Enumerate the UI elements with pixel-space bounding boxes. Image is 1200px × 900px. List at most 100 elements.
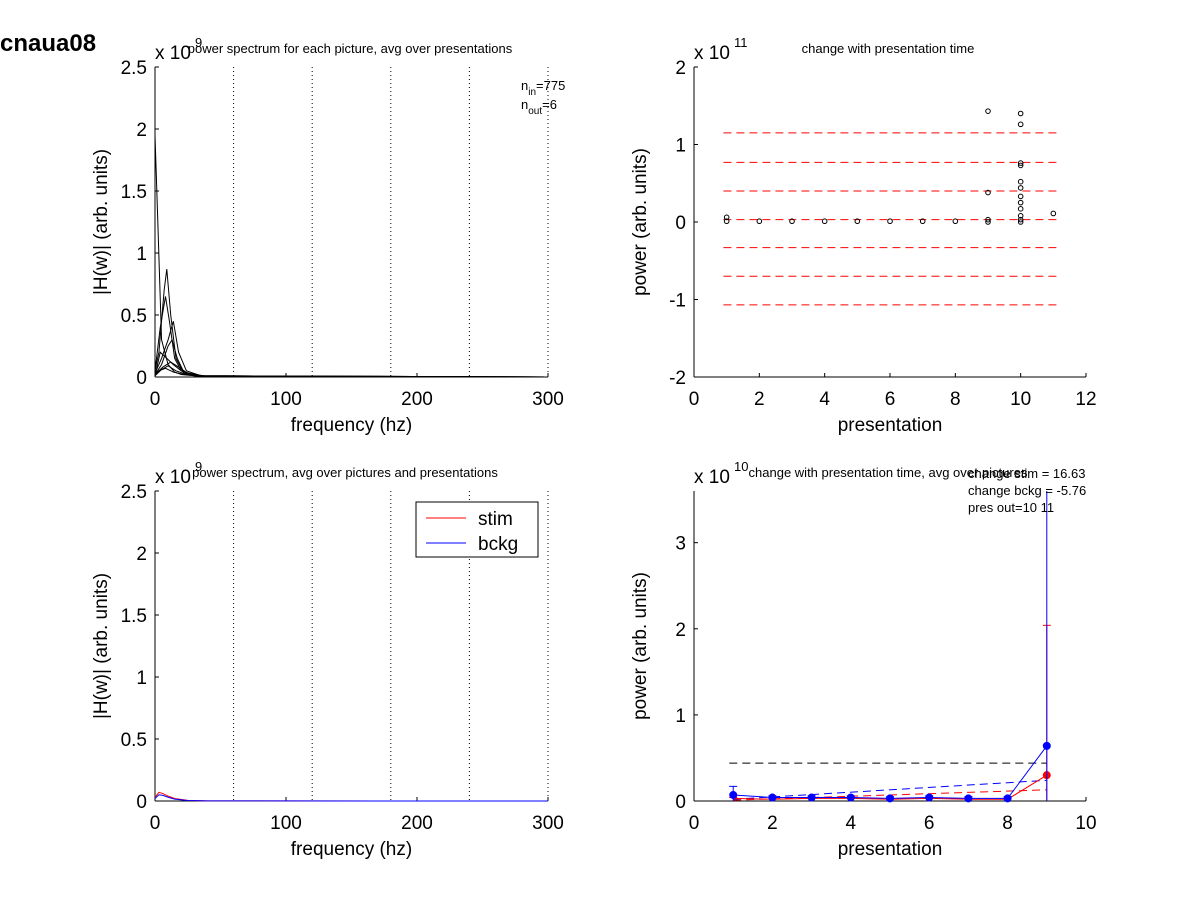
p2-xtick-label: 6 [885, 389, 896, 410]
p1-xtick-label: 200 [401, 389, 433, 410]
p4-series-marker [964, 794, 973, 803]
p2-xtick-label: 10 [1010, 389, 1031, 410]
p2-point [1017, 206, 1024, 212]
p2-xtick-label: 8 [950, 389, 961, 410]
p3-x-label: frequency (hz) [291, 839, 412, 860]
p4-series-marker [729, 790, 738, 799]
p3-xtick-label: 0 [150, 813, 161, 834]
p2-point [1017, 160, 1024, 166]
p1-annotation: nout=6 [521, 97, 557, 117]
p2-point [723, 218, 730, 225]
p1-series-line [154, 135, 549, 378]
p4-series-line [733, 745, 1048, 799]
p3-legend-label: bckg [478, 534, 518, 555]
p2-y-label: power (arb. units) [630, 148, 651, 296]
p2-xtick-label: 4 [819, 389, 830, 410]
p4-annotation: change bckg = -5.76 [968, 483, 1086, 498]
p1-title: power spectrum for each picture, avg ove… [188, 41, 513, 56]
p3-ytick-label: 0 [136, 792, 147, 813]
p2-point [723, 214, 730, 221]
p2-point [985, 216, 991, 223]
p2-point [756, 218, 763, 225]
p3-y-exponent: 9 [195, 459, 202, 474]
p3-ytick-label: 1.5 [121, 606, 147, 627]
p4-series-marker [886, 794, 894, 803]
p2-xtick-label: 12 [1075, 389, 1096, 410]
p3-xtick-label: 200 [401, 813, 433, 834]
p2-point [985, 189, 991, 196]
p4-xtick-label: 8 [1002, 813, 1013, 834]
p4-xtick-label: 6 [924, 813, 935, 834]
p2-title: change with presentation time [802, 41, 975, 56]
p2-ytick-label: -2 [669, 368, 686, 389]
p4-plot [693, 491, 1087, 803]
p4-series-marker [925, 793, 934, 802]
p1-series-line [154, 351, 549, 378]
p4-annotation: change stim = 16.63 [968, 466, 1085, 481]
p4-dashed-line [733, 779, 1047, 800]
p1-xtick-label: 100 [270, 389, 302, 410]
p2-point [1017, 121, 1024, 128]
p3-title: power spectrum, avg over pictures and pr… [192, 465, 498, 480]
p2-point [789, 218, 795, 225]
p3-ytick-label: 0.5 [121, 730, 147, 751]
p3-y-label: |H(w)| (arb. units) [91, 573, 112, 719]
p2-point [985, 219, 991, 225]
p4-ytick-label: 0 [675, 792, 686, 813]
p4-xtick-label: 4 [846, 813, 857, 834]
p3-plot [154, 490, 549, 802]
p2-xtick-label: 0 [689, 389, 700, 410]
p2-plot [693, 66, 1087, 378]
p4-series-marker [1042, 741, 1051, 750]
p3-legend [415, 501, 539, 558]
p2-x-label: presentation [838, 415, 943, 436]
p1-x-label: frequency (hz) [291, 415, 412, 436]
p1-series-line [154, 338, 549, 378]
p4-y-exponent-base: x 10 [694, 467, 730, 488]
p2-point [1017, 213, 1024, 219]
p4-xtick-label: 2 [767, 813, 778, 834]
p4-title: change with presentation time, avg over … [749, 465, 1028, 480]
p1-ytick-label: 0 [136, 368, 147, 389]
p4-ytick-label: 3 [675, 534, 686, 555]
p1-xtick-label: 0 [150, 389, 161, 410]
p2-point [985, 108, 991, 114]
p1-series-line [154, 296, 549, 378]
p4-series-marker [846, 793, 855, 802]
p2-point [887, 218, 893, 225]
p1-plot [154, 66, 549, 378]
p3-ytick-label: 1 [136, 668, 147, 689]
p3-ytick-label: 2 [136, 544, 147, 565]
p2-ytick-label: 1 [675, 136, 686, 157]
p1-ytick-label: 2 [136, 120, 147, 141]
p3-series-line [154, 791, 549, 802]
p4-ytick-label: 2 [675, 620, 686, 641]
p1-annotation: nin=775 [521, 78, 565, 98]
p1-ytick-label: 1 [136, 244, 147, 265]
p1-y-label: |H(w)| (arb. units) [91, 149, 112, 295]
p2-point [1017, 219, 1024, 225]
p1-y-exponent-base: x 10 [155, 43, 191, 64]
p2-ytick-label: -1 [669, 291, 686, 312]
p2-point [1017, 178, 1024, 185]
p2-point [1017, 110, 1024, 117]
p1-series-line [154, 367, 549, 378]
figure-title: cnaua08 [0, 30, 97, 57]
p3-ytick-label: 2.5 [121, 482, 147, 503]
p2-point [854, 218, 861, 225]
p4-annotation: pres out=10 11 [968, 500, 1054, 515]
p4-series-marker [1003, 794, 1012, 803]
p3-y-exponent-base: x 10 [155, 467, 191, 488]
p1-y-exponent: 9 [195, 35, 202, 50]
p3-xtick-label: 100 [270, 813, 302, 834]
p1-ytick-label: 0.5 [121, 306, 147, 327]
p2-point [1017, 216, 1024, 223]
p4-xtick-label: 0 [689, 813, 700, 834]
p2-xtick-label: 2 [754, 389, 765, 410]
p3-legend-label: stim [478, 509, 513, 530]
p2-y-exponent: 11 [734, 35, 748, 50]
p4-x-label: presentation [838, 839, 943, 860]
p1-series-line [154, 321, 549, 378]
p1-xtick-label: 300 [532, 389, 564, 410]
